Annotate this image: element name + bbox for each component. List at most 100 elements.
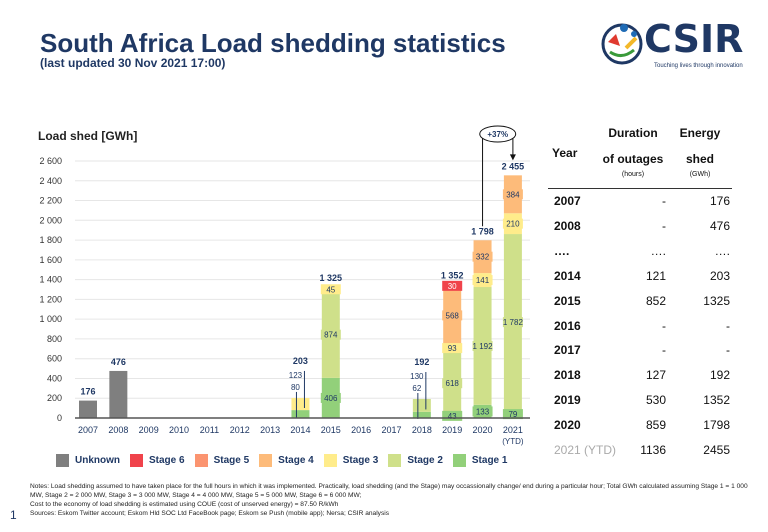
legend-swatch — [56, 454, 69, 467]
data-label: 45 — [326, 285, 335, 294]
x-tick-label: 2017 — [381, 425, 401, 435]
header-duration-unit: (hours) — [621, 171, 645, 178]
cell-energy: 203 — [709, 268, 730, 283]
table-row: 2015 852 1325 — [548, 294, 738, 314]
data-label-bg — [442, 378, 463, 389]
cell-year: 2021 (YTD) — [554, 443, 617, 457]
cell-energy: - — [726, 318, 730, 333]
legend-swatch — [323, 454, 337, 467]
cell-duration: 530 — [645, 393, 666, 408]
data-label: 93 — [448, 344, 457, 353]
data-label-bg — [320, 392, 341, 403]
data-label-bg — [472, 406, 493, 417]
y-tick-label: 800 — [47, 334, 62, 344]
y-tick-label: 2 000 — [39, 215, 62, 225]
cell-year: 2008 — [554, 218, 581, 233]
header-duration: Duration of outages (hours) — [598, 126, 668, 178]
cell-energy: 2455 — [703, 443, 730, 457]
table-row: 2017 - - — [548, 343, 738, 363]
cell-duration: 859 — [645, 418, 666, 433]
x-tick-label: 2021 — [503, 425, 523, 435]
y-axis-label: Load shed [GWh] — [38, 129, 137, 143]
x-tick-label: 2015 — [321, 425, 341, 435]
header-year: Year — [552, 146, 578, 160]
y-tick-label: 1 800 — [39, 235, 62, 245]
legend-item: Stage 6 — [130, 454, 185, 467]
y-tick-label: 200 — [47, 393, 62, 403]
data-label-bg — [502, 218, 523, 229]
growth-annotation: +37% — [487, 130, 508, 139]
total-label: 2 455 — [502, 161, 525, 171]
header-energy-line1: Energy — [679, 126, 721, 140]
cell-energy: 192 — [709, 368, 730, 383]
table-row: 2008 - 476 — [548, 219, 738, 239]
table-row: 2016 - - — [548, 319, 738, 339]
y-tick-label: 0 — [57, 413, 62, 423]
page-subtitle: (last updated 30 Nov 2021 17:00) — [40, 56, 226, 70]
cell-energy: 176 — [709, 194, 730, 208]
bar-segment — [412, 399, 431, 412]
data-label: 80 — [291, 383, 300, 392]
table-divider — [548, 188, 732, 189]
cell-energy: 1798 — [703, 418, 730, 433]
cell-duration: 1136 — [640, 443, 666, 457]
header-energy-line2: shed — [685, 152, 714, 166]
data-label: 332 — [476, 253, 490, 262]
legend-item: Unknown — [56, 454, 120, 467]
data-label: 384 — [506, 190, 520, 199]
cell-duration: - — [662, 343, 666, 358]
y-tick-label: 1 400 — [39, 275, 62, 285]
x-tick-label: 2018 — [412, 425, 432, 435]
logo-tagline: Touching lives through innovation — [654, 63, 743, 69]
data-label: 1 782 — [503, 318, 524, 327]
cell-energy: - — [726, 343, 730, 358]
data-label-bg — [502, 317, 523, 328]
header-energy-unit: (GWh) — [689, 171, 711, 178]
x-tick-label: 2009 — [139, 425, 159, 435]
table-row: …. …. …. — [548, 244, 738, 264]
table-row: 2007 - 176 — [548, 194, 738, 214]
data-label: 874 — [324, 331, 338, 340]
header-energy: Energy shed (GWh) — [672, 126, 728, 178]
y-tick-label: 2 200 — [39, 196, 62, 206]
csir-logo: CSIR Touching lives through innovation — [600, 20, 760, 70]
data-label: 123 — [289, 371, 303, 380]
total-label: 1 325 — [320, 273, 343, 283]
notes: Notes: Load shedding assumed to have tak… — [30, 482, 750, 518]
data-label: 568 — [446, 311, 460, 320]
table-row: 2018 127 192 — [548, 368, 738, 388]
legend-swatch — [452, 454, 466, 467]
page-title: South Africa Load shedding statistics — [40, 28, 506, 58]
data-label: 130 — [410, 372, 424, 381]
data-label: 133 — [476, 407, 490, 416]
cell-year: 2019 — [554, 393, 581, 408]
sources-line: Sources: Eskom Twitter account; Eskom Hl… — [30, 510, 390, 517]
y-tick-label: 2 600 — [39, 156, 62, 166]
data-label-bg — [502, 409, 523, 420]
y-tick-label: 600 — [47, 354, 62, 364]
y-tick-label: 2 400 — [39, 176, 62, 186]
total-label: 1 798 — [471, 226, 494, 236]
data-label-bg — [442, 310, 463, 321]
data-label-bg — [472, 275, 493, 286]
page-number: 1 — [10, 508, 17, 522]
cell-duration: 852 — [645, 293, 666, 308]
total-label: 476 — [111, 357, 126, 367]
arrow-head-icon — [509, 154, 516, 161]
legend-swatch — [194, 454, 208, 467]
table-row: 2021 (YTD) 1136 2455 — [548, 443, 738, 463]
cell-energy: 1352 — [703, 393, 730, 408]
data-label-bg — [472, 340, 493, 351]
legend-item: Stage 1 — [452, 454, 507, 467]
cell-year: 2020 — [554, 418, 581, 433]
cell-duration: …. — [650, 243, 666, 258]
y-tick-label: 1 200 — [39, 294, 62, 304]
data-label-bg — [442, 410, 463, 421]
legend-swatch — [130, 454, 143, 467]
table-row: 2019 530 1352 — [548, 393, 738, 413]
cell-year: 2018 — [554, 368, 581, 383]
x-tick-label: 2007 — [78, 425, 98, 435]
bar-segment — [412, 411, 431, 418]
cell-duration: - — [662, 318, 666, 333]
x-tick-label: 2014 — [290, 425, 310, 435]
